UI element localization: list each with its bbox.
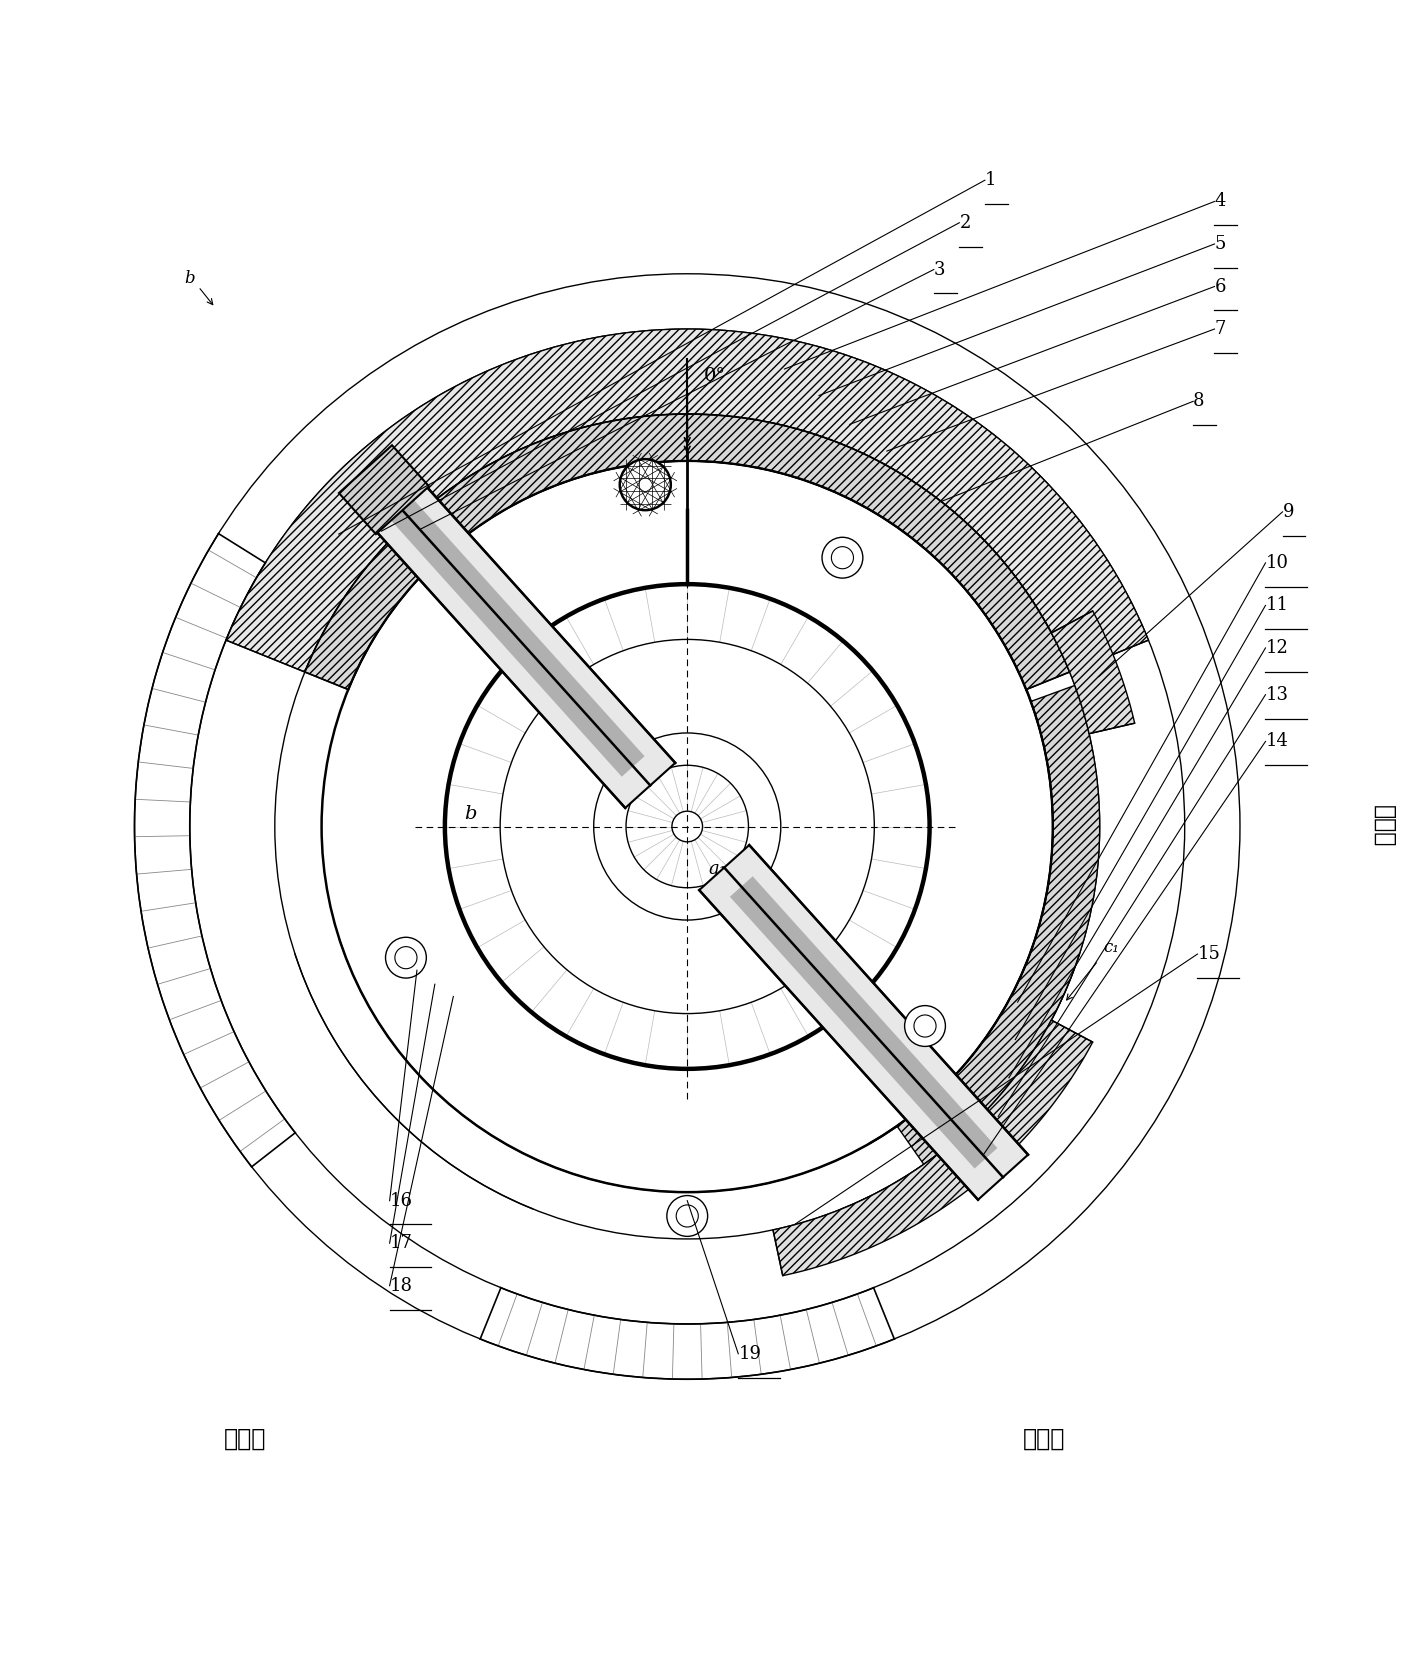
Text: 热缸段: 热缸段 bbox=[1373, 805, 1397, 848]
Text: 6: 6 bbox=[1214, 278, 1226, 296]
Circle shape bbox=[385, 937, 427, 979]
Polygon shape bbox=[305, 413, 1070, 689]
Text: c₂: c₂ bbox=[1009, 1147, 1026, 1164]
Polygon shape bbox=[774, 1020, 1093, 1276]
Polygon shape bbox=[699, 845, 1029, 1200]
Text: 0°: 0° bbox=[704, 367, 727, 385]
Text: 9: 9 bbox=[1282, 503, 1294, 521]
Circle shape bbox=[676, 1205, 699, 1227]
Text: 2: 2 bbox=[959, 213, 971, 231]
Text: a₁: a₁ bbox=[708, 860, 727, 878]
Text: 8: 8 bbox=[1193, 392, 1204, 410]
Text: b: b bbox=[184, 269, 196, 286]
Circle shape bbox=[832, 547, 853, 569]
Polygon shape bbox=[346, 453, 676, 808]
Text: 18: 18 bbox=[390, 1276, 412, 1294]
Polygon shape bbox=[339, 445, 429, 534]
Circle shape bbox=[619, 460, 670, 511]
Polygon shape bbox=[1051, 612, 1135, 734]
Text: 4: 4 bbox=[1214, 192, 1226, 210]
Text: 3: 3 bbox=[934, 261, 945, 278]
Polygon shape bbox=[897, 686, 1100, 1164]
Text: 冷缸段: 冷缸段 bbox=[224, 1427, 266, 1451]
Text: 5: 5 bbox=[1214, 235, 1226, 253]
Text: c₁: c₁ bbox=[1102, 939, 1119, 957]
Circle shape bbox=[914, 1015, 937, 1036]
Polygon shape bbox=[730, 876, 998, 1169]
Polygon shape bbox=[377, 484, 645, 777]
Text: 16: 16 bbox=[390, 1192, 412, 1210]
Text: 19: 19 bbox=[738, 1346, 761, 1362]
Circle shape bbox=[904, 1005, 945, 1046]
Text: 过渡段: 过渡段 bbox=[1023, 1427, 1066, 1451]
Text: 7: 7 bbox=[1214, 321, 1226, 337]
Text: 1: 1 bbox=[985, 172, 996, 188]
Text: 10: 10 bbox=[1265, 554, 1288, 572]
Circle shape bbox=[822, 537, 863, 579]
Text: 17: 17 bbox=[390, 1235, 412, 1253]
Circle shape bbox=[395, 947, 417, 969]
Polygon shape bbox=[225, 329, 1149, 673]
Text: 12: 12 bbox=[1265, 640, 1288, 656]
Circle shape bbox=[667, 1195, 707, 1236]
Text: 11: 11 bbox=[1265, 597, 1288, 615]
Text: 15: 15 bbox=[1197, 946, 1220, 964]
Text: 13: 13 bbox=[1265, 686, 1288, 704]
Text: b: b bbox=[465, 805, 476, 823]
Text: 14: 14 bbox=[1265, 732, 1288, 750]
